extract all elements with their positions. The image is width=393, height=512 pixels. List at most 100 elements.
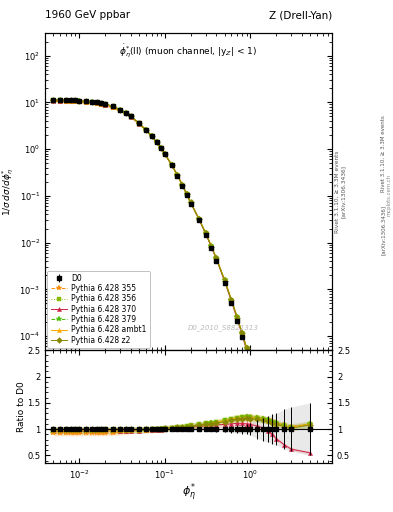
Pythia 6.428 379: [169, 162, 174, 168]
Y-axis label: Ratio to D0: Ratio to D0: [17, 381, 26, 432]
Pythia 6.428 370: [158, 145, 163, 152]
Line: Pythia 6.428 z2: Pythia 6.428 z2: [51, 98, 312, 512]
Pythia 6.428 379: [266, 417, 270, 423]
Pythia 6.428 379: [103, 101, 107, 108]
Pythia 6.428 355: [51, 98, 56, 104]
Pythia 6.428 z2: [214, 255, 219, 262]
Line: Pythia 6.428 370: Pythia 6.428 370: [51, 98, 312, 512]
Pythia 6.428 356: [99, 100, 103, 106]
Pythia 6.428 379: [214, 255, 219, 262]
Pythia 6.428 z2: [123, 110, 128, 116]
Pythia 6.428 z2: [94, 99, 99, 105]
Pythia 6.428 ambt1: [222, 277, 227, 283]
Text: Z (Drell-Yan): Z (Drell-Yan): [269, 10, 332, 20]
Pythia 6.428 379: [270, 431, 275, 437]
Pythia 6.428 356: [154, 139, 159, 145]
Pythia 6.428 355: [64, 99, 68, 105]
Pythia 6.428 ambt1: [129, 113, 133, 119]
Pythia 6.428 z2: [118, 106, 123, 113]
Pythia 6.428 355: [162, 151, 167, 157]
Pythia 6.428 370: [149, 134, 154, 140]
Pythia 6.428 z2: [188, 199, 193, 205]
Pythia 6.428 356: [274, 444, 279, 450]
Pythia 6.428 370: [270, 436, 275, 442]
Pythia 6.428 356: [196, 216, 201, 222]
Pythia 6.428 ambt1: [58, 97, 62, 103]
Pythia 6.428 356: [143, 126, 148, 133]
Pythia 6.428 379: [209, 243, 214, 249]
Pythia 6.428 355: [103, 102, 107, 109]
Pythia 6.428 z2: [99, 100, 103, 106]
Pythia 6.428 379: [188, 200, 193, 206]
Pythia 6.428 355: [289, 484, 294, 490]
Pythia 6.428 z2: [222, 278, 227, 284]
Pythia 6.428 z2: [184, 191, 189, 197]
Pythia 6.428 ambt1: [180, 182, 185, 188]
Pythia 6.428 356: [188, 199, 193, 205]
Pythia 6.428 379: [69, 98, 73, 104]
Pythia 6.428 355: [266, 416, 270, 422]
Pythia 6.428 370: [184, 191, 189, 198]
Pythia 6.428 370: [248, 360, 253, 367]
Pythia 6.428 ambt1: [94, 100, 99, 106]
Pythia 6.428 ambt1: [255, 382, 259, 388]
Pythia 6.428 ambt1: [209, 243, 214, 249]
Pythia 6.428 379: [149, 133, 154, 139]
Pythia 6.428 379: [180, 182, 185, 188]
Pythia 6.428 355: [175, 172, 180, 178]
X-axis label: $\phi_{\eta}^{*}$: $\phi_{\eta}^{*}$: [182, 482, 196, 504]
Pythia 6.428 355: [143, 127, 148, 133]
Pythia 6.428 356: [244, 345, 249, 351]
Pythia 6.428 355: [270, 431, 275, 437]
Pythia 6.428 379: [184, 191, 189, 197]
Pythia 6.428 379: [261, 401, 265, 407]
Pythia 6.428 ambt1: [240, 330, 244, 336]
Pythia 6.428 z2: [58, 97, 62, 103]
Pythia 6.428 ambt1: [137, 120, 141, 126]
Pythia 6.428 355: [240, 330, 244, 336]
Pythia 6.428 356: [209, 243, 214, 249]
Legend: D0, Pythia 6.428 355, Pythia 6.428 356, Pythia 6.428 370, Pythia 6.428 379, Pyth: D0, Pythia 6.428 355, Pythia 6.428 356, …: [48, 270, 150, 348]
Pythia 6.428 370: [89, 99, 94, 105]
Pythia 6.428 356: [123, 110, 128, 116]
Pythia 6.428 ambt1: [196, 216, 201, 222]
Pythia 6.428 370: [169, 162, 174, 168]
Line: Pythia 6.428 ambt1: Pythia 6.428 ambt1: [51, 98, 312, 512]
Pythia 6.428 355: [73, 99, 78, 105]
Pythia 6.428 z2: [270, 432, 275, 438]
Pythia 6.428 z2: [175, 172, 180, 178]
Pythia 6.428 z2: [64, 97, 68, 103]
Pythia 6.428 ambt1: [103, 101, 107, 108]
Pythia 6.428 356: [248, 358, 253, 364]
Pythia 6.428 379: [196, 216, 201, 222]
Pythia 6.428 356: [214, 255, 219, 261]
Pythia 6.428 z2: [77, 97, 82, 103]
Pythia 6.428 379: [99, 101, 103, 107]
Pythia 6.428 379: [162, 151, 167, 157]
Pythia 6.428 355: [169, 162, 174, 168]
Pythia 6.428 355: [129, 114, 133, 120]
Pythia 6.428 379: [175, 172, 180, 178]
Pythia 6.428 z2: [274, 444, 279, 451]
Line: Pythia 6.428 356: Pythia 6.428 356: [51, 98, 312, 512]
Pythia 6.428 z2: [261, 401, 265, 407]
Pythia 6.428 355: [214, 255, 219, 262]
Pythia 6.428 356: [118, 107, 123, 113]
Pythia 6.428 z2: [162, 151, 167, 157]
Pythia 6.428 379: [240, 330, 244, 336]
Pythia 6.428 355: [188, 200, 193, 206]
Pythia 6.428 370: [162, 151, 167, 157]
Pythia 6.428 355: [184, 191, 189, 197]
Pythia 6.428 356: [203, 230, 208, 236]
Pythia 6.428 379: [229, 297, 234, 303]
Pythia 6.428 379: [89, 99, 94, 105]
Pythia 6.428 z2: [129, 113, 133, 119]
Pythia 6.428 370: [143, 127, 148, 133]
Pythia 6.428 355: [158, 145, 163, 152]
Pythia 6.428 355: [282, 468, 287, 474]
Pythia 6.428 370: [274, 450, 279, 456]
Pythia 6.428 370: [123, 110, 128, 116]
Pythia 6.428 356: [51, 97, 56, 103]
Pythia 6.428 ambt1: [188, 199, 193, 205]
Pythia 6.428 379: [58, 98, 62, 104]
